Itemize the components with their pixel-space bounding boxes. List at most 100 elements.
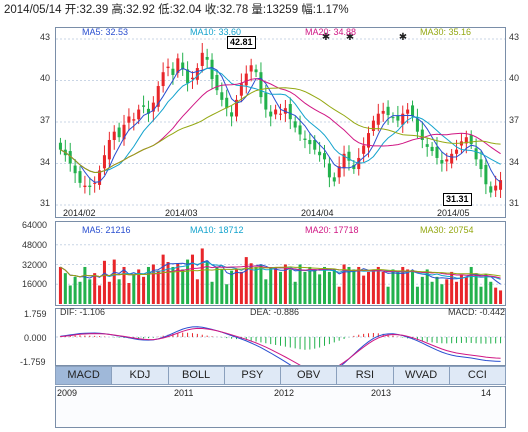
- volume-bar: [362, 275, 366, 304]
- price-candle: [278, 113, 283, 115]
- price-candle: [322, 153, 327, 160]
- volume-bar: [396, 271, 400, 304]
- price-candle: [318, 151, 322, 156]
- price-axis-left-43: 43: [40, 32, 51, 42]
- volume-bar: [93, 273, 97, 304]
- price-candle: [298, 125, 302, 135]
- volume-bar: [254, 266, 258, 304]
- volume-bar: [220, 269, 224, 304]
- price-candle: [156, 86, 160, 107]
- volume-bar: [464, 276, 468, 304]
- volume-bar: [484, 274, 488, 304]
- price-candle: [352, 164, 356, 170]
- price-candle: [215, 74, 219, 91]
- price-candle: [122, 124, 126, 140]
- volume-bar: [411, 270, 415, 304]
- volume-bar: [122, 266, 126, 304]
- tab-kdj[interactable]: KDJ: [112, 367, 169, 384]
- volume-bar: [244, 257, 248, 304]
- price-candle: [200, 52, 204, 66]
- volume-bar: [112, 259, 116, 304]
- volume-bar: [195, 279, 199, 304]
- price-ma20-legend: MA20: 34.88: [305, 27, 357, 37]
- volume-bar: [230, 270, 234, 304]
- volume-bar: [499, 290, 503, 304]
- volume-bar: [371, 269, 375, 304]
- volume-bar: [313, 269, 317, 304]
- volume-ma20-legend: MA20: 17718: [305, 225, 359, 235]
- price-candle: [347, 151, 351, 161]
- price-candle: [425, 144, 429, 147]
- price-candle: [195, 68, 199, 80]
- navigator-year-2012: 2012: [274, 388, 295, 398]
- price-candle: [244, 73, 248, 86]
- tab-cci[interactable]: CCI: [467, 369, 487, 381]
- tab-obv[interactable]: OBV: [281, 367, 338, 384]
- volume-bar: [288, 269, 292, 304]
- volume-bar: [415, 286, 419, 304]
- volume-bar: [225, 284, 229, 304]
- volume-bar: [83, 266, 87, 304]
- volume-bar: [455, 281, 459, 304]
- volume-bar: [137, 269, 141, 304]
- price-candle: [112, 131, 116, 140]
- volume-bar: [318, 274, 322, 304]
- price-candle: [137, 109, 141, 120]
- volume-bar: [127, 283, 131, 304]
- price-candle: [93, 182, 97, 184]
- price-candle: [435, 146, 439, 158]
- price-candle: [415, 118, 419, 132]
- volume-ma30-line: [60, 266, 501, 278]
- price-ma10-legend: MA10: 33.60: [190, 27, 242, 37]
- volume-bar: [259, 264, 263, 304]
- price-candle: [332, 177, 336, 182]
- navigator-year-14: 14: [481, 388, 492, 398]
- price-ma5-legend: MA5: 32.53: [82, 27, 129, 37]
- price-candle: [73, 165, 77, 174]
- price-candle: [151, 102, 155, 112]
- macd-dea-legend: DEA: -0.886: [250, 307, 300, 317]
- price-candle: [464, 137, 468, 144]
- price-candle: [391, 117, 395, 119]
- price-axis-right-31: 31: [509, 198, 520, 208]
- price-candle: [274, 109, 278, 115]
- volume-bar: [322, 266, 327, 304]
- indicator-tabs: MACD KDJ BOLL PSY OBV RSI WVAD CCI: [55, 366, 506, 385]
- tab-rsi[interactable]: RSI: [337, 367, 394, 384]
- price-candle: [367, 133, 371, 148]
- volume-bar: [68, 285, 72, 304]
- tab-boll[interactable]: BOLL: [169, 367, 225, 384]
- tab-psy[interactable]: PSY: [225, 367, 281, 384]
- price-candle: [83, 185, 87, 188]
- volume-bar: [249, 263, 253, 304]
- volume-bar: [234, 269, 239, 304]
- price-axis-right-40: 40: [509, 73, 520, 83]
- volume-axis-64000: 64000: [22, 220, 48, 230]
- volume-bar: [303, 271, 307, 304]
- volume-bar: [298, 264, 302, 304]
- price-candle: [308, 139, 312, 145]
- time-navigator[interactable]: [55, 386, 506, 428]
- event-marker-icon: ✱: [399, 32, 407, 43]
- price-axis-left-34: 34: [40, 157, 51, 167]
- volume-bar: [450, 271, 454, 304]
- volume-bar: [391, 269, 395, 304]
- price-candle: [484, 164, 488, 185]
- price-candle: [283, 108, 287, 114]
- volume-bar: [376, 266, 380, 304]
- price-candle: [102, 155, 106, 169]
- macd-dif-legend: DIF: -1.106: [60, 307, 106, 317]
- volume-bar: [352, 269, 356, 304]
- volume-bar: [445, 279, 449, 304]
- price-candle: [303, 138, 307, 140]
- price-candle: [440, 160, 444, 164]
- volume-bar: [435, 276, 439, 304]
- tab-macd[interactable]: MACD: [56, 367, 113, 384]
- price-axis-right-37: 37: [509, 115, 520, 125]
- tab-wvad[interactable]: WVAD: [394, 367, 450, 384]
- price-candle: [186, 69, 190, 84]
- price-candle: [386, 106, 390, 116]
- price-candle: [220, 92, 224, 100]
- price-candle: [420, 129, 424, 140]
- volume-bar: [440, 284, 444, 304]
